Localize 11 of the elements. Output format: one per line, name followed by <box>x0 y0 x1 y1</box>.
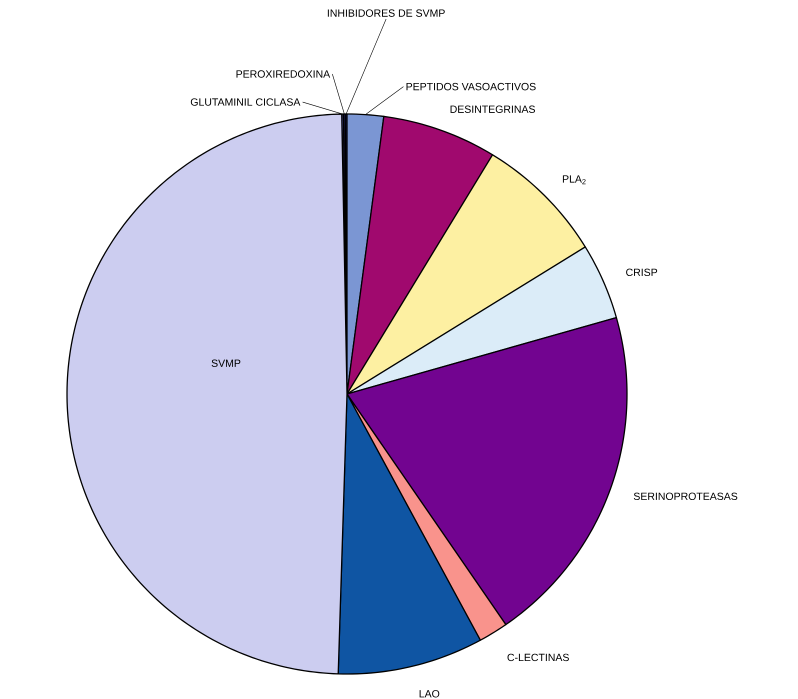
slice-label: SERINOPROTEASAS <box>634 492 738 500</box>
slice-label: PEPTIDOS VASOACTIVOS <box>406 82 536 90</box>
slice-label: C-LECTINAS <box>508 654 569 662</box>
slice-label: INHIBIDORES DE SVMP <box>328 9 445 17</box>
slice-label: PEROXIREDOXINA <box>236 70 330 78</box>
slice-label: CRISP <box>626 268 658 276</box>
slice-label: LAO <box>420 690 440 698</box>
slice-label: GLUTAMINIL CICLASA <box>190 98 300 106</box>
slice-label: SVMP <box>212 359 240 367</box>
slice-label: DESINTEGRINAS <box>450 106 535 113</box>
slice-label: PLA$_{2}$ <box>562 175 586 184</box>
